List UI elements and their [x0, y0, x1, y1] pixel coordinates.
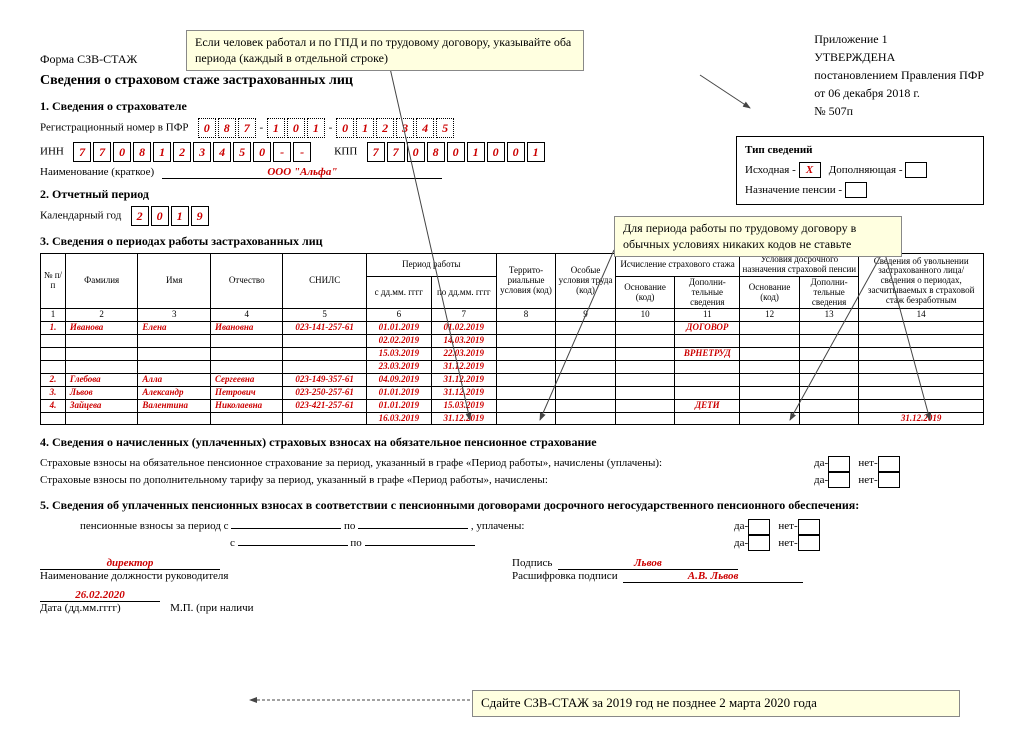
th-c10b: Дополни-тельные сведения [675, 276, 740, 309]
s4-heading: 4. Сведения о начисленных (уплаченных) с… [40, 433, 984, 451]
tinfo-h: Тип сведений [745, 141, 975, 161]
callout-gpd: Если человек работал и по ГПД и по трудо… [186, 30, 584, 71]
tinfo-nazn: Назначение пенсии - [745, 184, 842, 196]
org-name: ООО "Альфа" [267, 166, 337, 178]
dec-lbl: Расшифровка подписи [512, 570, 618, 582]
s4-net1-box [878, 456, 900, 472]
appendix-box: Приложение 1 УТВЕРЖДЕНА постановлением П… [814, 30, 984, 120]
th-from: с дд.мм. гггг [366, 276, 431, 309]
s5-da1: да- [734, 520, 748, 532]
table-row: 2.ГлебоваАллаСергеевна023-149-357-6104.0… [41, 373, 984, 386]
s4-da2: да- [814, 474, 828, 486]
s4-net2: нет- [858, 474, 877, 486]
app-l1: Приложение 1 [814, 30, 984, 48]
th-to: по дд.мм. гггг [431, 276, 496, 309]
s5-heading: 5. Сведения об уплаченных пенсионных взн… [40, 496, 984, 514]
sig-pos-lbl: Наименование должности руководителя [40, 570, 228, 582]
s5-to1 [358, 528, 468, 529]
year-lbl: Календарный год [40, 210, 121, 222]
name-lbl: Наименование (краткое) [40, 166, 154, 178]
th-n: № п/п [41, 254, 66, 309]
s4-da2-box [828, 472, 850, 488]
sign-val: Львов [634, 557, 662, 569]
sign-lbl: Подпись [512, 557, 552, 569]
app-l2: УТВЕРЖДЕНА [814, 48, 984, 66]
s5-da2: да- [734, 537, 748, 549]
tinfo-dop: Дополняющая - [829, 164, 903, 176]
table-row: 02.02.201914.03.2019 [41, 335, 984, 348]
reg-lbl: Регистрационный номер в ПФР [40, 122, 189, 134]
s5-to2 [365, 545, 475, 546]
th-c9: Особые условия труда (код) [556, 254, 616, 309]
table-row: 15.03.201922.03.2019ВРНЕТРУД [41, 348, 984, 361]
th-im: Имя [138, 254, 211, 309]
callout-deadline: Сдайте СЗВ-СТАЖ за 2019 год не позднее 2… [472, 690, 960, 717]
type-info-box: Тип сведений Исходная - X Дополняющая - … [736, 136, 984, 205]
periods-table: № п/п Фамилия Имя Отчество СНИЛС Период … [40, 253, 984, 425]
s5-net2: нет- [778, 537, 797, 549]
th-c10a: Основание (код) [615, 276, 675, 309]
th-c12a: Основание (код) [740, 276, 800, 309]
table-row: 4.ЗайцеваВалентинаНиколаевна023-421-257-… [41, 399, 984, 412]
s5-l2b: по [350, 537, 361, 549]
inn-lbl: ИНН [40, 146, 64, 158]
app-l4: от 06 декабря 2018 г. [814, 84, 984, 102]
s5-from2 [238, 545, 348, 546]
date-lbl: Дата (дд.мм.гггг) [40, 602, 121, 614]
s4-l2: Страховые взносы по дополнительному тари… [40, 472, 814, 489]
tinfo-ish-x: X [799, 162, 821, 178]
th-snils: СНИЛС [283, 254, 366, 309]
sig-date: 26.02.2020 [75, 589, 125, 601]
s4-net2-box [878, 472, 900, 488]
dec-val: А.В. Львов [688, 570, 739, 582]
s5-da2-box [748, 535, 770, 551]
th-ot: Отчество [210, 254, 283, 309]
s5-l1c: , уплачены: [471, 520, 525, 532]
th-period: Период работы [366, 254, 496, 277]
table-row: 3.ЛьвовАлександрПетрович023-250-257-6101… [41, 386, 984, 399]
s5-net1: нет- [778, 520, 797, 532]
th-c14: Сведения об увольнении застрахованного л… [859, 254, 984, 309]
table-row: 16.03.201931.12.201931.12.2019 [41, 412, 984, 425]
sig-pos: директор [107, 557, 154, 569]
tinfo-nazn-box [845, 182, 867, 198]
kpp-lbl: КПП [334, 146, 357, 158]
th-fam: Фамилия [65, 254, 138, 309]
app-l3: постановлением Правления ПФР [814, 66, 984, 84]
table-row: 23.03.201931.12.2019 [41, 361, 984, 374]
s5-da1-box [748, 519, 770, 535]
callout-codes: Для периода работы по трудовому договору… [614, 216, 902, 257]
table-row: 1.ИвановаЕленаИвановна023-141-257-6101.0… [41, 322, 984, 335]
tinfo-ish: Исходная - [745, 164, 796, 176]
s5-l1a: пенсионные взносы за период с [80, 520, 229, 532]
th-c8: Террито-риальные условия (код) [496, 254, 556, 309]
s5-l1b: по [344, 520, 355, 532]
s5-l2a: с [230, 537, 235, 549]
app-l5: № 507п [814, 102, 984, 120]
s4-da1-box [828, 456, 850, 472]
tinfo-dop-box [905, 162, 927, 178]
s4-da1: да- [814, 457, 828, 469]
s4-net1: нет- [858, 457, 877, 469]
s4-l1: Страховые взносы на обязательное пенсион… [40, 455, 814, 472]
mp-lbl: М.П. (при наличи [170, 602, 253, 614]
s5-from1 [231, 528, 341, 529]
s5-net2-box [798, 535, 820, 551]
s5-net1-box [798, 519, 820, 535]
th-c12b: Дополни-тельные сведения [799, 276, 859, 309]
